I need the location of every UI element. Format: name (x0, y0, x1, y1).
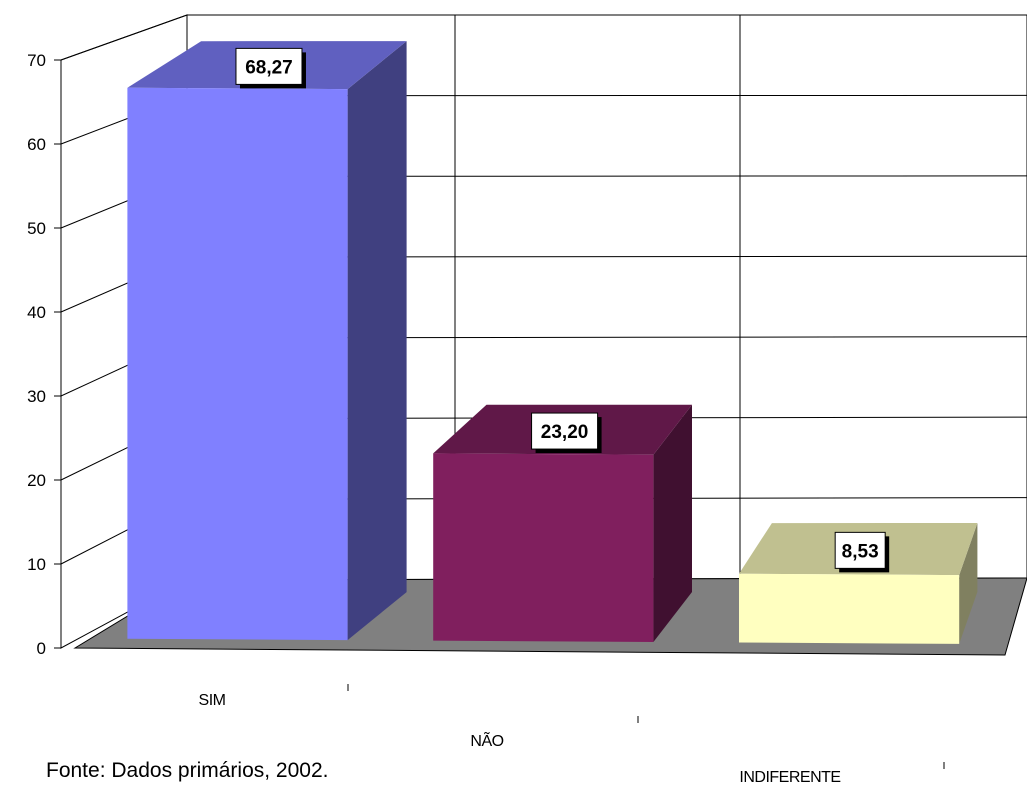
gridline (60, 14, 1027, 61)
bar-side (653, 404, 692, 642)
category-label: SIM (199, 692, 226, 709)
y-tick-label: 60 (27, 135, 46, 154)
data-label-box (834, 531, 886, 569)
data-label-text: 68,27 (245, 57, 293, 78)
data-label-text: 8,53 (842, 541, 879, 562)
y-axis (54, 59, 945, 769)
category-labels: SIM NÃO INDIFERENTE (199, 692, 842, 786)
bars (127, 41, 978, 644)
y-tick-labels: 0 10 20 30 40 50 60 70 (27, 51, 46, 658)
y-tick-label: 70 (27, 51, 46, 70)
data-label: 68,27 (235, 47, 306, 89)
data-label-box (235, 47, 303, 85)
y-tick-label: 0 (37, 639, 46, 658)
bar-side (347, 41, 407, 641)
y-tick-label: 10 (27, 555, 46, 574)
bar-front (739, 573, 960, 644)
y-tick-label: 50 (27, 219, 46, 238)
data-label: 8,53 (834, 531, 890, 573)
data-labels: 68,27 23,20 8,53 (235, 47, 890, 573)
bar-sim (127, 41, 407, 641)
bar-front (127, 87, 348, 641)
data-label-text: 23,20 (541, 422, 589, 443)
data-label: 23,20 (531, 412, 602, 454)
bar-front (433, 453, 654, 642)
data-label-box (531, 412, 599, 450)
y-tick-label: 20 (27, 471, 46, 490)
y-tick-label: 40 (27, 303, 46, 322)
bar-não (433, 404, 692, 642)
bar-side (959, 523, 978, 644)
source-note: Fonte: Dados primários, 2002. (46, 759, 328, 782)
y-tick-label: 30 (27, 387, 46, 406)
category-label: INDIFERENTE (739, 769, 840, 786)
category-label: NÃO (470, 730, 503, 750)
